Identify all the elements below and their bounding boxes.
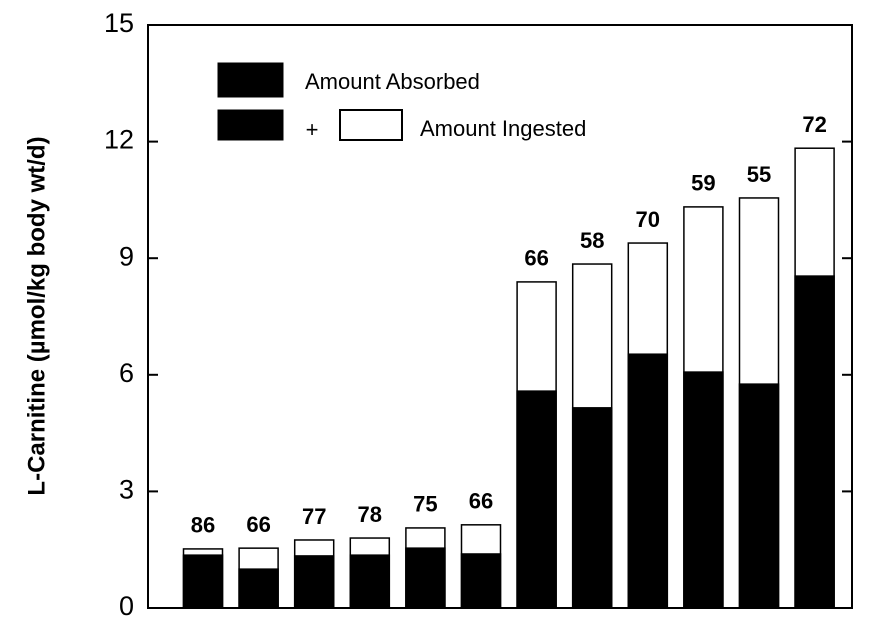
bar — [349, 554, 391, 609]
y-tick-label: 6 — [119, 358, 134, 388]
bar-label: 55 — [747, 162, 771, 187]
bar — [405, 547, 446, 609]
bar — [460, 553, 502, 609]
bar — [182, 554, 224, 609]
bar-label: 78 — [358, 502, 382, 527]
legend-joiner: + — [306, 117, 319, 142]
bar-label: 58 — [580, 228, 604, 253]
legend-label: Amount Ingested — [420, 116, 586, 141]
bar — [627, 353, 669, 609]
bar-label: 66 — [469, 489, 493, 514]
bar-label: 75 — [413, 492, 437, 517]
legend-label: Amount Absorbed — [305, 69, 480, 94]
legend-swatch — [217, 109, 284, 141]
bar-label: 72 — [802, 112, 826, 137]
bar-label: 59 — [691, 171, 715, 196]
y-tick-label: 12 — [104, 125, 134, 155]
bar-label: 66 — [524, 246, 548, 271]
y-tick-label: 15 — [104, 8, 134, 38]
legend-swatch — [217, 62, 284, 98]
bar-label: 86 — [191, 513, 215, 538]
bar-label: 77 — [302, 504, 326, 529]
bar — [738, 383, 780, 609]
bar-label: 70 — [636, 207, 660, 232]
bar — [683, 371, 724, 609]
y-tick-label: 9 — [119, 241, 134, 271]
bar — [238, 568, 279, 609]
bar — [293, 555, 335, 609]
y-tick-label: 3 — [119, 475, 134, 505]
y-axis-label: L-Carnitine (µmol/kg body wt/d) — [23, 136, 50, 495]
bar — [794, 275, 835, 609]
bar-label: 66 — [246, 512, 270, 537]
y-tick-label: 0 — [119, 591, 134, 621]
legend-swatch — [339, 109, 403, 141]
bar — [516, 390, 557, 609]
bar — [571, 407, 613, 609]
